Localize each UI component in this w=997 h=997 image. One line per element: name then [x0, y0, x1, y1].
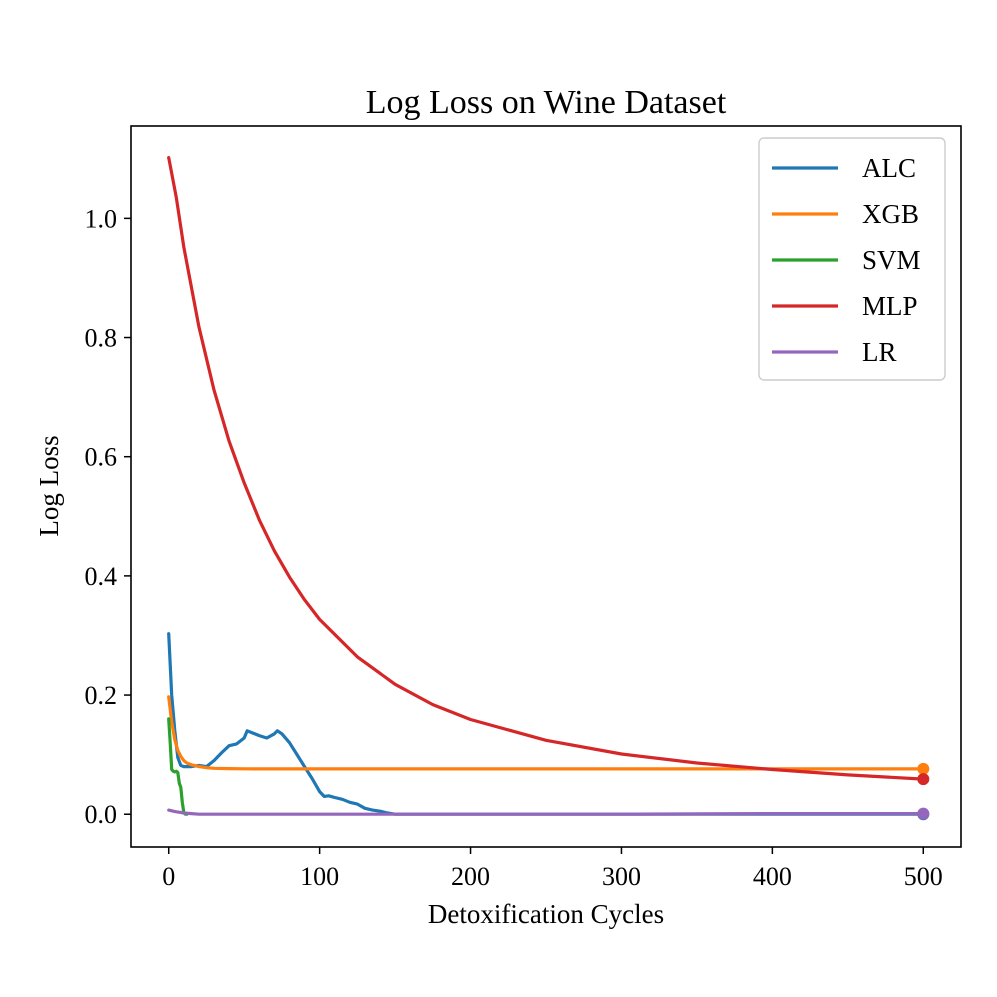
legend: ALC XGB SVM MLP LR — [758, 137, 946, 381]
x-axis: 0 100 200 300 400 500 — [162, 847, 943, 891]
series-end-marker-mlp — [917, 773, 930, 786]
series-end-marker-xgb — [917, 762, 930, 775]
series-line-mlp — [167, 156, 925, 781]
legend-label-svm: SVM — [862, 245, 921, 275]
y-tick-label: 0.6 — [85, 443, 118, 472]
legend-label-xgb: XGB — [862, 199, 919, 229]
plot-area-frame — [130, 125, 962, 848]
y-tick-label: 1.0 — [85, 204, 118, 233]
x-tick-label: 200 — [451, 862, 490, 891]
x-tick-label: 100 — [300, 862, 339, 891]
y-tick-label: 0.2 — [85, 681, 118, 710]
series-end-marker-lr — [917, 807, 930, 820]
series-layer — [167, 156, 930, 821]
x-tick-label: 400 — [753, 862, 792, 891]
x-tick-label: 300 — [602, 862, 641, 891]
legend-label-lr: LR — [862, 337, 897, 367]
y-tick-label: 0.4 — [85, 562, 118, 591]
series-line-lr — [167, 808, 925, 816]
x-tick-label: 0 — [162, 862, 175, 891]
legend-label-alc: ALC — [862, 153, 916, 183]
series-line-xgb — [167, 695, 925, 771]
x-tick-label: 500 — [904, 862, 943, 891]
legend-label-mlp: MLP — [862, 291, 918, 321]
y-tick-label: 0.0 — [85, 800, 118, 829]
chart-title: Log Loss on Wine Dataset — [366, 84, 727, 121]
x-axis-label: Detoxification Cycles — [428, 899, 664, 929]
y-axis: 0.0 0.2 0.4 0.6 0.8 1.0 — [85, 204, 131, 829]
y-axis-label: Log Loss — [34, 435, 64, 536]
y-tick-label: 0.8 — [85, 324, 118, 353]
legend-box — [758, 137, 946, 381]
